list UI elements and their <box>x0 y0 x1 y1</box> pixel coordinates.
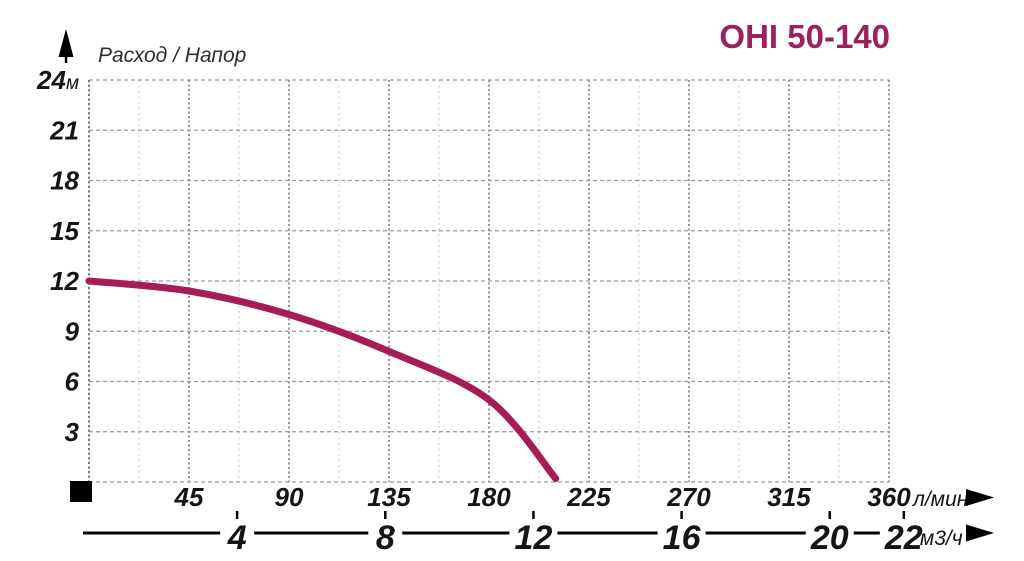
x-m3h-tick-label: 20 <box>810 519 849 557</box>
x-lmin-tick-label: 180 <box>467 482 511 512</box>
y-tick-label: 6 <box>65 367 80 397</box>
y-tick-label: 9 <box>65 316 80 346</box>
x-m3h-tick-label: 12 <box>515 519 553 557</box>
y-tick-label: 15 <box>50 216 79 246</box>
x-lmin-tick-label: 315 <box>767 482 811 512</box>
axis-arrow-right <box>966 489 994 506</box>
y-tick-label: 12 <box>50 266 79 296</box>
x-lmin-tick-label: 45 <box>174 482 204 512</box>
origin-square-marker <box>70 481 92 502</box>
x-lmin-tick-label: 225 <box>566 482 611 512</box>
y-tick-label: 21 <box>49 115 79 145</box>
y-tick-label: 3 <box>65 417 80 447</box>
axis-arrow-right <box>966 524 994 542</box>
x-m3h-tick-label: 16 <box>663 519 702 557</box>
x-lmin-unit-label: л/мин <box>912 488 969 511</box>
x-lmin-tick-label: 360 <box>867 482 911 512</box>
page-title: OHI 50-140 <box>719 18 890 55</box>
x-lmin-tick-label: 90 <box>275 482 304 512</box>
y-tick-label: 18 <box>50 166 79 196</box>
y-tick-label: 24м <box>36 65 79 95</box>
x-lmin-tick-label: 270 <box>666 482 711 512</box>
x-lmin-tick-label: 135 <box>367 482 411 512</box>
x-m3h-tick-label: 8 <box>376 519 395 557</box>
x-m3h-tick-label: 22 <box>884 519 923 557</box>
pump-performance-curve <box>85 277 560 483</box>
x-m3h-tick-label: 4 <box>227 519 247 557</box>
axis-arrow-up <box>58 29 74 57</box>
y-axis-caption: Расход / Напор <box>98 44 247 67</box>
x-m3h-unit-label: м3/ч <box>920 527 963 550</box>
